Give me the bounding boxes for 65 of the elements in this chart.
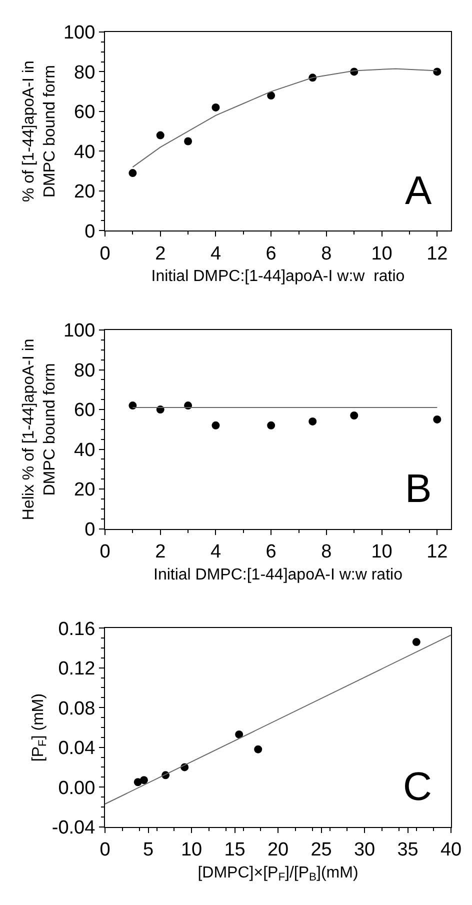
x-tick-label: 40 bbox=[440, 840, 462, 861]
y-tick-label: 100 bbox=[63, 320, 96, 342]
y-tick-label: 0 bbox=[84, 221, 96, 242]
x-tick-label: 12 bbox=[426, 542, 448, 563]
point bbox=[184, 137, 192, 146]
annotation: B bbox=[405, 467, 432, 511]
x-tick-label: 0 bbox=[100, 243, 110, 264]
point bbox=[350, 411, 358, 420]
y-tick-label: 80 bbox=[74, 62, 96, 84]
x-tick-label: 2 bbox=[155, 542, 166, 563]
x-tick-label: 30 bbox=[354, 840, 376, 861]
point bbox=[140, 776, 148, 784]
x-tick-label: 5 bbox=[142, 840, 154, 861]
point bbox=[212, 103, 220, 112]
x-tick-label: 6 bbox=[266, 243, 276, 264]
y-tick-label: 0 bbox=[84, 519, 96, 540]
x-tick-label: 12 bbox=[426, 243, 448, 264]
x-tick-label: 15 bbox=[224, 840, 246, 861]
point bbox=[128, 169, 137, 178]
x-tick-label: 10 bbox=[180, 840, 202, 861]
y-tick-label: 0.12 bbox=[58, 658, 96, 680]
x-tick-label: 25 bbox=[310, 840, 332, 861]
point bbox=[433, 68, 442, 76]
y-axis-title: Helix % of [1-44]apoA-I in DMPC bound form bbox=[20, 338, 58, 520]
annotation: C bbox=[403, 765, 432, 809]
y-tick-label: -0.04 bbox=[52, 817, 96, 838]
x-axis-title: Initial DMPC:[1-44]apoA-I w:w ratio bbox=[154, 566, 403, 584]
x-tick-label: 0 bbox=[100, 840, 110, 861]
y-tick-label: 40 bbox=[74, 440, 96, 461]
point bbox=[267, 421, 276, 430]
y-tick-label: 20 bbox=[74, 480, 96, 501]
point bbox=[254, 745, 262, 754]
y-tick-label: 0.08 bbox=[58, 698, 96, 720]
x-tick-label: 8 bbox=[321, 542, 332, 563]
y-tick-label: 0.04 bbox=[58, 738, 96, 759]
y-axis-title: % of [1-44]apoA-I in DMPC bound form bbox=[20, 60, 58, 202]
y-tick-label: 40 bbox=[74, 142, 96, 163]
x-axis-title: [DMPC]×[P$_{F}$]/[P$_{B}$](mM) bbox=[198, 864, 358, 884]
x-tick-label: 20 bbox=[267, 840, 289, 861]
point bbox=[267, 92, 276, 100]
point bbox=[308, 417, 317, 426]
y-tick-label: 60 bbox=[74, 400, 96, 422]
annotation: A bbox=[405, 169, 432, 213]
point bbox=[212, 421, 220, 430]
x-tick-label: 8 bbox=[321, 243, 332, 264]
x-axis-title: Initial DMPC:[1-44]apoA-I w:w ratio bbox=[151, 268, 405, 286]
x-tick-label: 10 bbox=[371, 243, 392, 264]
y-tick-label: 0.00 bbox=[58, 778, 96, 799]
point bbox=[235, 730, 244, 738]
x-tick-label: 4 bbox=[210, 542, 222, 563]
x-tick-label: 35 bbox=[397, 840, 418, 861]
y-tick-label: 60 bbox=[74, 102, 96, 124]
x-tick-label: 0 bbox=[100, 542, 110, 563]
x-tick-label: 4 bbox=[210, 243, 222, 264]
point bbox=[156, 131, 164, 140]
point bbox=[433, 415, 442, 424]
point bbox=[128, 402, 137, 410]
y-tick-label: 20 bbox=[74, 182, 96, 203]
y-tick-label: 0.16 bbox=[58, 618, 96, 640]
y-tick-label: 80 bbox=[74, 360, 96, 382]
x-tick-label: 6 bbox=[266, 542, 276, 563]
y-tick-label: 100 bbox=[63, 22, 96, 44]
x-tick-label: 10 bbox=[371, 542, 392, 563]
x-tick-label: 2 bbox=[155, 243, 166, 264]
point bbox=[412, 638, 420, 646]
